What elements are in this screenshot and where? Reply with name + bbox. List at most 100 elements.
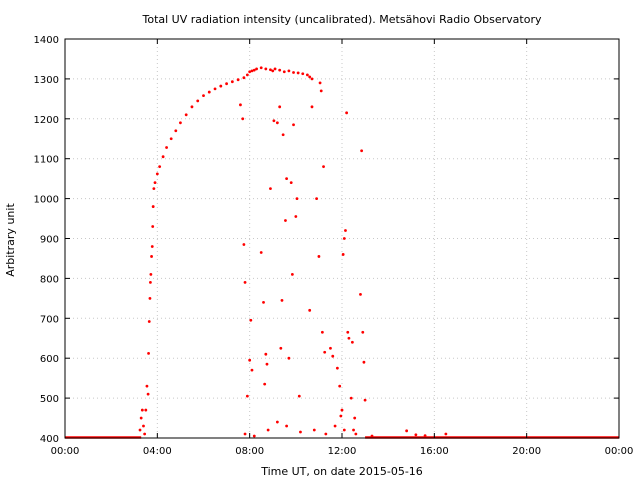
data-point xyxy=(184,113,188,117)
data-point xyxy=(329,346,332,350)
data-point xyxy=(278,68,282,72)
x-tick-label: 12:00 xyxy=(328,446,357,457)
data-point xyxy=(305,73,309,77)
data-point xyxy=(269,187,272,191)
data-point xyxy=(335,366,339,370)
data-point xyxy=(312,428,316,432)
data-point xyxy=(248,70,252,74)
data-point xyxy=(202,94,205,98)
data-point xyxy=(285,177,288,181)
y-tick-label: 400 xyxy=(40,434,59,445)
x-tick-label: 08:00 xyxy=(235,446,264,457)
data-point xyxy=(292,123,295,127)
y-tick-label: 1100 xyxy=(34,155,59,166)
chart-title: Total UV radiation intensity (uncalibrat… xyxy=(142,13,542,26)
data-point xyxy=(250,368,254,372)
data-point xyxy=(149,280,152,284)
data-point xyxy=(207,90,211,94)
data-point xyxy=(354,432,358,436)
x-tick-label: 04:00 xyxy=(143,446,172,457)
data-point xyxy=(230,80,234,84)
x-tick-label: 00:00 xyxy=(51,446,80,457)
data-point xyxy=(340,408,344,412)
y-tick-label: 1000 xyxy=(34,195,59,206)
data-point xyxy=(444,432,448,436)
data-point xyxy=(150,255,153,258)
data-point xyxy=(289,181,293,185)
data-point xyxy=(147,320,151,323)
data-point xyxy=(320,330,324,334)
y-tick-label: 900 xyxy=(40,235,59,246)
data-point xyxy=(361,330,365,334)
data-point xyxy=(179,121,182,125)
data-point xyxy=(331,354,335,358)
data-point xyxy=(333,424,337,428)
data-point xyxy=(292,71,295,74)
y-axis-label: Arbitrary unit xyxy=(4,203,17,277)
y-tick-label: 1400 xyxy=(34,35,59,46)
data-point xyxy=(287,356,291,360)
data-point xyxy=(265,362,269,366)
data-point xyxy=(322,165,325,169)
data-point xyxy=(352,428,355,432)
data-point xyxy=(259,251,263,254)
data-point xyxy=(196,99,200,103)
data-point xyxy=(138,428,142,432)
data-point xyxy=(239,103,242,107)
data-point xyxy=(282,70,286,74)
data-point xyxy=(370,434,374,438)
data-point xyxy=(299,430,302,434)
x-tick-label: 20:00 xyxy=(512,446,541,457)
data-point xyxy=(225,82,228,86)
data-point xyxy=(245,394,249,398)
data-point xyxy=(145,384,149,388)
data-point xyxy=(144,408,148,412)
data-point xyxy=(147,352,150,355)
data-point xyxy=(294,215,298,218)
data-point xyxy=(319,89,323,93)
data-point xyxy=(280,298,284,302)
data-point xyxy=(362,360,366,364)
data-point xyxy=(250,69,254,73)
data-point xyxy=(350,340,354,344)
data-point xyxy=(219,84,223,88)
data-point xyxy=(151,225,155,228)
data-point xyxy=(252,68,256,72)
data-point xyxy=(142,424,145,428)
data-point xyxy=(241,117,245,121)
x-tick-label: 16:00 xyxy=(420,446,449,457)
data-point xyxy=(360,149,364,153)
data-point xyxy=(158,165,162,169)
data-point xyxy=(275,420,279,424)
data-point xyxy=(150,245,154,248)
y-tick-label: 1200 xyxy=(34,115,59,126)
data-point xyxy=(323,350,327,354)
data-point xyxy=(310,77,314,81)
data-point xyxy=(242,76,246,80)
data-point xyxy=(152,187,156,191)
data-point xyxy=(266,428,270,432)
data-point xyxy=(353,416,357,420)
data-point xyxy=(264,67,268,71)
data-point xyxy=(310,105,314,109)
data-point xyxy=(259,66,263,70)
data-point xyxy=(297,394,301,398)
data-point xyxy=(213,87,217,91)
data-point xyxy=(279,346,283,350)
data-point xyxy=(255,67,258,71)
data-point xyxy=(190,105,194,109)
data-point xyxy=(287,69,291,73)
data-point xyxy=(242,243,246,246)
data-point xyxy=(262,300,265,304)
data-point xyxy=(269,68,272,72)
data-point xyxy=(264,352,268,356)
data-point xyxy=(363,398,367,402)
data-point xyxy=(155,172,159,176)
data-point xyxy=(165,146,168,149)
data-point xyxy=(295,197,299,201)
tick-layer: 400 500 600 700 800 900 1000 1100 1200 1300 1400 00… xyxy=(34,35,634,457)
grid-layer xyxy=(65,39,619,438)
y-tick-label: 1300 xyxy=(34,75,59,86)
